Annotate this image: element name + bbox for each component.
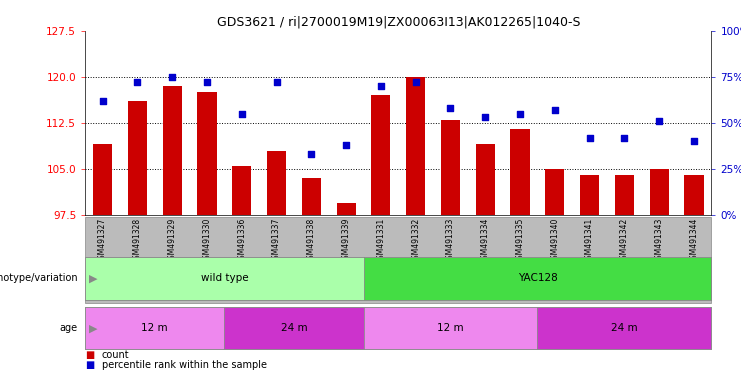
Point bbox=[479, 114, 491, 121]
Bar bbox=[93, 144, 112, 215]
Bar bbox=[537, 307, 711, 349]
Title: GDS3621 / ri|2700019M19|ZX00063I13|AK012265|1040-S: GDS3621 / ri|2700019M19|ZX00063I13|AK012… bbox=[216, 15, 580, 28]
Point bbox=[584, 134, 596, 141]
Text: YAC128: YAC128 bbox=[517, 273, 557, 283]
Bar bbox=[162, 86, 182, 215]
Bar bbox=[302, 178, 321, 215]
Text: 12 m: 12 m bbox=[437, 323, 464, 333]
Bar bbox=[615, 175, 634, 215]
Bar bbox=[545, 169, 565, 215]
Bar bbox=[406, 77, 425, 215]
Point bbox=[201, 79, 213, 85]
Bar bbox=[364, 257, 711, 300]
Bar bbox=[476, 144, 495, 215]
Bar bbox=[650, 169, 668, 215]
Point bbox=[549, 107, 561, 113]
Bar bbox=[267, 151, 286, 215]
Point bbox=[236, 111, 247, 117]
Text: 12 m: 12 m bbox=[142, 323, 168, 333]
Text: ▶: ▶ bbox=[89, 323, 97, 333]
Text: 24 m: 24 m bbox=[611, 323, 638, 333]
Bar bbox=[441, 120, 460, 215]
Text: count: count bbox=[102, 350, 129, 360]
Bar bbox=[225, 307, 364, 349]
Point bbox=[445, 105, 456, 111]
Bar bbox=[685, 175, 703, 215]
Bar bbox=[580, 175, 599, 215]
Text: percentile rank within the sample: percentile rank within the sample bbox=[102, 360, 267, 370]
Bar bbox=[128, 101, 147, 215]
Point bbox=[619, 134, 631, 141]
Text: 24 m: 24 m bbox=[281, 323, 308, 333]
Bar bbox=[511, 129, 530, 215]
Bar bbox=[364, 307, 537, 349]
Bar bbox=[85, 307, 225, 349]
Point bbox=[166, 74, 178, 80]
Point bbox=[96, 98, 108, 104]
Bar bbox=[371, 95, 391, 215]
Point bbox=[270, 79, 282, 85]
Text: wild type: wild type bbox=[201, 273, 248, 283]
Text: ■: ■ bbox=[85, 350, 94, 360]
Point bbox=[688, 138, 700, 144]
Text: genotype/variation: genotype/variation bbox=[0, 273, 78, 283]
Point bbox=[410, 79, 422, 85]
Point bbox=[305, 151, 317, 157]
Text: ▶: ▶ bbox=[89, 273, 97, 283]
Point bbox=[654, 118, 665, 124]
Bar bbox=[232, 166, 251, 215]
Point bbox=[375, 83, 387, 89]
Bar bbox=[336, 203, 356, 215]
Bar bbox=[85, 257, 364, 300]
Point bbox=[131, 79, 143, 85]
Point bbox=[514, 111, 526, 117]
Bar bbox=[197, 92, 216, 215]
Text: ■: ■ bbox=[85, 360, 94, 370]
Text: age: age bbox=[60, 323, 78, 333]
Point bbox=[340, 142, 352, 148]
